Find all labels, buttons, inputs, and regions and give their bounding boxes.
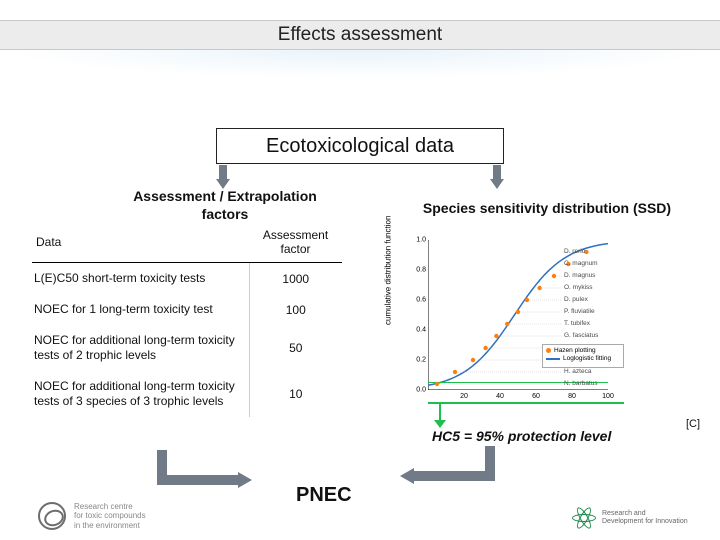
chart-species-label: C. magnum	[564, 260, 598, 267]
globe-icon	[38, 502, 66, 530]
legend-marker-icon	[546, 348, 551, 353]
table-header-data: Data	[32, 224, 249, 263]
legend-dot-label: Hazen plotting	[554, 347, 596, 354]
footer-left-text: Research centrefor toxic compoundsin the…	[74, 502, 146, 530]
table-row: L(E)C50 short-term toxicity tests1000	[32, 263, 342, 295]
right-branch-heading: Species sensitivity distribution (SSD)	[392, 200, 702, 216]
hc5-callout: HC5 = 95% protection level	[432, 428, 662, 444]
assessment-factor-table: Data Assessment factor L(E)C50 short-ter…	[32, 224, 342, 417]
left-branch-heading: Assessment / Extrapolation factors	[130, 188, 320, 223]
pnec-label: PNEC	[296, 484, 352, 507]
chart-ytick: 0.6	[416, 297, 426, 304]
footer-logo-left: Research centrefor toxic compoundsin the…	[38, 502, 146, 530]
chart-xtick: 40	[496, 393, 504, 400]
chart-ytick: 0.0	[416, 387, 426, 394]
table-cell-value: 1000	[249, 263, 342, 295]
background-swoosh	[0, 50, 720, 130]
table-row: NOEC for additional long-term toxicity t…	[32, 325, 342, 371]
chart-species-label: D. pulex	[564, 296, 588, 303]
chart-species-label: D. magnus	[564, 272, 595, 279]
chart-species-label: N. barbatus	[564, 380, 598, 387]
chart-xtick: 20	[460, 393, 468, 400]
footer-logo-right: Research andDevelopment for Innovation	[572, 506, 692, 530]
chart-xaxis-label: [C]	[686, 418, 700, 430]
chart-species-label: O. mykiss	[564, 284, 593, 291]
table-cell-label: NOEC for 1 long-term toxicity test	[32, 294, 249, 325]
footer-right-text: Research andDevelopment for Innovation	[602, 510, 692, 525]
hc5-horizontal-line	[428, 402, 624, 404]
ecotox-box: Ecotoxicological data	[216, 128, 504, 164]
table-row: NOEC for additional long-term toxicity t…	[32, 371, 342, 417]
hc5-arrow-icon	[434, 404, 446, 428]
table-row: NOEC for 1 long-term toxicity test100	[32, 294, 342, 325]
table-cell-label: NOEC for additional long-term toxicity t…	[32, 371, 249, 417]
chart-species-label: D. rerio	[564, 248, 585, 255]
chart-species-label: T. tubifex	[564, 320, 590, 327]
arrow-down-left-icon	[216, 165, 230, 189]
table-header-factor: Assessment factor	[249, 224, 342, 263]
atom-icon	[572, 506, 596, 530]
chart-species-label: P. fluviatile	[564, 308, 595, 315]
table-cell-value: 100	[249, 294, 342, 325]
table-cell-value: 10	[249, 371, 342, 417]
table-cell-label: NOEC for additional long-term toxicity t…	[32, 325, 249, 371]
chart-legend: Hazen plotting Loglogistic fitting	[542, 344, 624, 368]
chart-ytick: 1.0	[416, 237, 426, 244]
chart-species-label: G. fasciatus	[564, 332, 598, 339]
table-cell-value: 50	[249, 325, 342, 371]
legend-line-icon	[546, 358, 560, 360]
arrow-down-right-icon	[490, 165, 504, 189]
table-cell-label: L(E)C50 short-term toxicity tests	[32, 263, 249, 295]
chart-species-label: H. azteca	[564, 368, 591, 375]
l-arrow-right-icon	[400, 446, 500, 494]
legend-line-label: Loglogistic fitting	[563, 355, 611, 362]
chart-ytick: 0.8	[416, 267, 426, 274]
title-bar: Effects assessment	[0, 20, 720, 50]
chart-ytick: 0.4	[416, 327, 426, 334]
ecotox-box-label: Ecotoxicological data	[266, 135, 454, 158]
ssd-chart: cumulative distribution function 0.00.20…	[392, 232, 624, 418]
chart-xtick: 80	[568, 393, 576, 400]
l-arrow-left-icon	[152, 450, 252, 498]
page-title: Effects assessment	[278, 24, 442, 46]
chart-xtick: 60	[532, 393, 540, 400]
chart-y-axis-label: cumulative distribution function	[384, 216, 393, 325]
chart-ytick: 0.2	[416, 357, 426, 364]
chart-xtick: 100	[602, 393, 614, 400]
